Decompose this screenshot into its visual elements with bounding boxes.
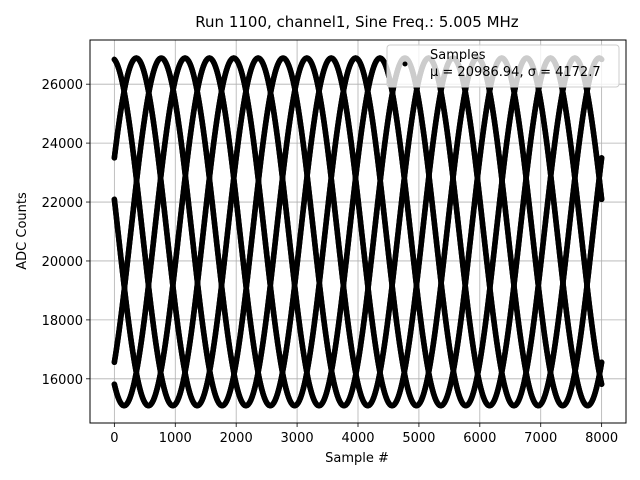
samples-trace (111, 55, 605, 409)
x-tick-label: 8000 (585, 431, 618, 446)
legend-box (386, 44, 620, 88)
y-tick-label: 26000 (42, 78, 83, 93)
x-tick-label: 7000 (524, 431, 557, 446)
x-axis-label: Sample # (325, 451, 389, 466)
y-tick-label: 24000 (42, 137, 83, 152)
y-axis: 16000 18000 20000 22000 24000 26000 (42, 78, 90, 388)
x-axis: 0 1000 2000 3000 4000 5000 6000 7000 8000 (110, 423, 618, 446)
x-tick-label: 5000 (402, 431, 435, 446)
samples-trace (111, 55, 605, 409)
legend-marker-samples (402, 61, 408, 67)
y-tick-label: 16000 (42, 373, 83, 388)
data-series-samples (111, 55, 605, 409)
x-tick-label: 1000 (159, 431, 192, 446)
y-tick-label: 18000 (42, 314, 83, 329)
x-tick-label: 4000 (341, 431, 374, 446)
samples-trace (111, 55, 605, 409)
legend-entry-samples: Samples (430, 48, 486, 63)
x-tick-label: 0 (110, 431, 118, 446)
samples-trace (111, 55, 605, 409)
x-tick-label: 2000 (220, 431, 253, 446)
legend-entry-stats: μ = 20986.94, σ = 4172.7 (430, 65, 601, 80)
x-tick-label: 3000 (281, 431, 314, 446)
y-tick-label: 20000 (42, 255, 83, 270)
y-axis-label: ADC Counts (15, 192, 30, 270)
x-tick-label: 6000 (463, 431, 496, 446)
y-tick-label: 22000 (42, 196, 83, 211)
chart-title: Run 1100, channel1, Sine Freq.: 5.005 MH… (195, 13, 519, 31)
legend: Samples μ = 20986.94, σ = 4172.7 (386, 44, 620, 88)
